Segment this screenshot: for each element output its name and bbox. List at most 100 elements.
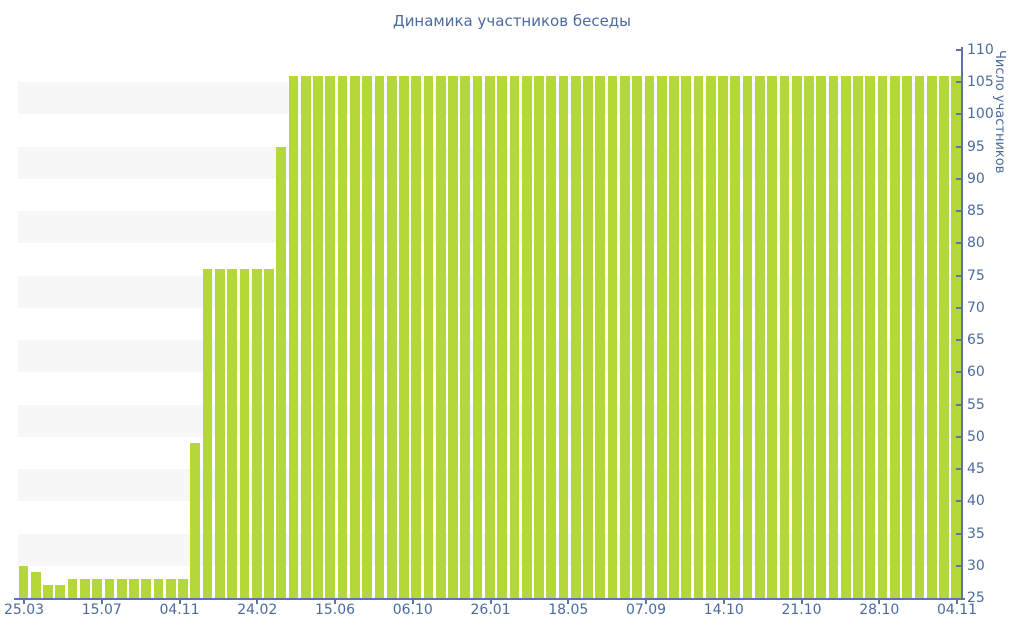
x-tick: [23, 600, 25, 604]
bar: [865, 75, 876, 598]
y-tick-label: 70: [967, 299, 985, 316]
bar: [423, 75, 434, 598]
bar: [939, 75, 949, 598]
bar: [619, 75, 630, 598]
x-tick-label: 15.07: [81, 602, 122, 618]
bar: [877, 75, 888, 598]
y-tick-label: 25: [967, 590, 985, 606]
x-tick-label: 21.10: [781, 602, 822, 618]
y-tick: [956, 371, 963, 374]
bar: [779, 75, 790, 598]
x-tick: [489, 600, 492, 604]
y-tick-label: 30: [967, 557, 985, 574]
bar: [656, 75, 667, 598]
bar: [595, 75, 606, 598]
y-tick: [956, 564, 963, 567]
bar: [534, 75, 544, 598]
y-tick: [956, 468, 963, 471]
bar: [840, 75, 851, 598]
bar: [202, 269, 213, 598]
x-tick-label: 06.10: [392, 602, 433, 618]
bar: [55, 585, 66, 598]
bar: [521, 75, 532, 598]
bar: [43, 585, 53, 598]
bar: [926, 75, 937, 598]
bar: [349, 75, 360, 598]
x-tick-label: 07.09: [625, 602, 667, 618]
x-tick: [800, 600, 803, 604]
bar: [362, 75, 372, 598]
bar: [399, 75, 409, 598]
y-tick: [956, 403, 963, 406]
y-tick: [956, 113, 963, 116]
bar: [288, 75, 299, 598]
y-tick-label: 60: [967, 364, 985, 381]
y-tick: [956, 49, 963, 51]
bar: [104, 578, 115, 598]
y-tick: [956, 242, 963, 245]
y-tick-label: 45: [967, 461, 985, 478]
bar: [669, 75, 679, 598]
x-tick: [567, 600, 570, 604]
bar: [951, 75, 962, 598]
bar: [251, 269, 262, 598]
bar: [497, 75, 507, 598]
bar: [165, 578, 176, 598]
y-tick-label: 105: [967, 74, 994, 91]
x-tick: [100, 600, 103, 604]
x-axis-line: [14, 598, 965, 600]
y-tick: [956, 177, 963, 180]
y-tick: [956, 306, 963, 309]
x-tick-label: 28.10: [859, 602, 900, 618]
bar: [681, 75, 692, 598]
bar: [300, 75, 311, 598]
bar: [448, 75, 458, 598]
x-tick: [256, 600, 259, 604]
bar: [79, 578, 90, 598]
bar: [30, 572, 41, 598]
bar: [644, 75, 655, 598]
bar: [153, 578, 164, 598]
bar: [411, 75, 422, 598]
bar: [337, 75, 348, 598]
x-tick-label: 04.11: [159, 602, 200, 618]
bar: [570, 75, 581, 598]
y-tick-label: 90: [967, 170, 985, 187]
bar: [227, 269, 237, 598]
x-tick: [878, 600, 881, 604]
y-tick-label: 75: [967, 267, 985, 284]
bar: [509, 75, 520, 598]
bar: [460, 75, 471, 598]
bar: [386, 75, 397, 598]
plot-area: [18, 50, 963, 598]
y-tick-label: 35: [967, 525, 985, 542]
bar: [730, 75, 741, 598]
x-tick: [411, 600, 414, 604]
bar: [804, 75, 814, 598]
y-tick-label: 65: [967, 332, 985, 349]
bar: [484, 75, 495, 598]
y-tick: [956, 81, 963, 84]
bar: [472, 75, 483, 598]
y-tick: [956, 274, 963, 277]
y-tick-label: 50: [967, 428, 985, 445]
bar: [767, 75, 777, 598]
bar: [18, 565, 29, 598]
x-tick-label: 25.03: [3, 602, 45, 618]
y-tick: [956, 210, 963, 213]
y-axis-title: Число участников: [992, 50, 1007, 174]
bar: [67, 578, 78, 598]
x-tick-label: 24.02: [237, 602, 278, 618]
chart-title: Динамика участников беседы: [392, 12, 632, 30]
bar: [693, 75, 704, 598]
x-tick: [645, 600, 647, 604]
y-tick-label: 100: [967, 106, 994, 123]
bar: [583, 75, 593, 598]
y-tick: [956, 500, 963, 503]
bar: [141, 578, 152, 598]
y-tick-label: 85: [967, 203, 985, 220]
bar: [816, 75, 827, 598]
x-tick-label: 14.10: [703, 602, 744, 618]
y-axis-line: [961, 47, 963, 599]
